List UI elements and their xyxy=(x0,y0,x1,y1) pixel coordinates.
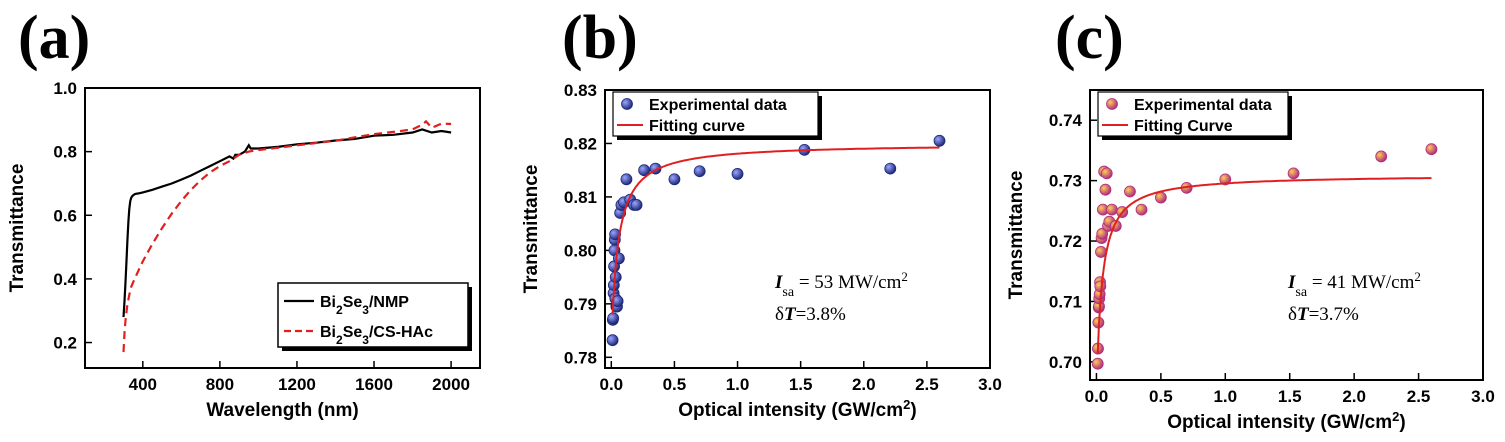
x-tick-label: 3.0 xyxy=(1471,387,1495,406)
x-tick-label: 800 xyxy=(206,375,234,394)
x-tick-label: 1.5 xyxy=(789,375,813,394)
data-point xyxy=(1219,173,1232,186)
data-point xyxy=(609,228,621,241)
data-point xyxy=(1425,143,1438,156)
legend-marker xyxy=(1106,98,1118,110)
chart-a: (a) 400 800 1200 1600 2000 0.2 0.4 0.6 0.8 1.0 Tran… xyxy=(7,4,481,421)
fitting-curve xyxy=(611,146,940,315)
panel-label: (a) xyxy=(18,4,90,72)
legend-entry: Experimental data xyxy=(1134,97,1272,114)
x-tick-label: 3.0 xyxy=(978,375,1002,394)
y-tick-label: 0.71 xyxy=(1049,292,1082,311)
data-point xyxy=(1287,167,1300,180)
x-tick-label: 400 xyxy=(129,375,157,394)
data-point xyxy=(1099,183,1112,196)
panel-label: (c) xyxy=(1055,4,1124,72)
data-point xyxy=(731,168,744,180)
plot-frame xyxy=(84,87,481,369)
legend-entry: Fitting curve xyxy=(649,118,745,135)
fitting-curve xyxy=(1096,177,1432,355)
legend-marker xyxy=(621,98,633,110)
panel-b: (b) 0.0 0.5 1.0 1.5 2.0 2.5 3.0 0.78 0.79 0.80 0.81… xyxy=(500,0,1005,442)
y-tick-label: 0.80 xyxy=(564,241,597,260)
data-point xyxy=(612,252,625,265)
x-tick-label: 2.5 xyxy=(915,375,939,394)
data-point xyxy=(1096,227,1109,240)
y-axis-label: Transmittance xyxy=(521,165,542,294)
y-tick-label: 0.6 xyxy=(53,206,77,225)
x-tick-label: 1.0 xyxy=(726,375,750,394)
legend-box xyxy=(1097,91,1289,137)
y-tick-label: 0.73 xyxy=(1049,172,1082,191)
y-tick-label: 0.8 xyxy=(53,143,77,162)
y-axis-label: Transmittance xyxy=(1006,171,1027,300)
y-tick-label: 1.0 xyxy=(53,79,77,98)
series-line-1 xyxy=(122,119,452,353)
data-point xyxy=(1375,150,1388,163)
x-axis-label: Optical intensity (GW/cm2) xyxy=(678,397,916,422)
x-tick-label: 1600 xyxy=(355,375,393,394)
annotation-delta-t: δT=3.8% xyxy=(775,304,846,325)
x-tick-label: 0.5 xyxy=(1149,387,1173,406)
annotation-delta-t: δT=3.7% xyxy=(1288,304,1359,325)
x-tick-label: 2000 xyxy=(432,375,470,394)
y-tick-label: 0.2 xyxy=(53,334,77,353)
y-tick-label: 0.83 xyxy=(564,81,597,100)
data-point xyxy=(1106,203,1118,216)
data-point xyxy=(1154,191,1167,204)
x-axis-label: Wavelength (nm) xyxy=(206,400,358,421)
chart-c: (c) 0.0 0.5 1.0 1.5 2.0 2.5 3.0 0.70 0.71 0.72 0.73… xyxy=(1006,4,1495,434)
data-point xyxy=(1094,280,1107,293)
panel-c: (c) 0.0 0.5 1.0 1.5 2.0 2.5 3.0 0.70 0.71 0.72 0.73… xyxy=(1005,0,1505,442)
data-point xyxy=(1135,203,1148,216)
x-tick-label: 0.5 xyxy=(663,375,687,394)
data-point xyxy=(611,295,624,308)
y-tick-label: 0.70 xyxy=(1049,353,1082,372)
data-point xyxy=(693,165,706,178)
y-axis-label: Transmittance xyxy=(7,164,28,293)
data-point xyxy=(1124,185,1136,198)
data-point xyxy=(638,164,651,177)
data-point xyxy=(884,162,897,175)
plot-frame xyxy=(1089,89,1484,381)
y-tick-label: 0.4 xyxy=(53,270,77,289)
legend-box xyxy=(612,91,819,137)
panel-a: (a) 400 800 1200 1600 2000 0.2 0.4 0.6 0.8 1.0 Tran… xyxy=(0,0,500,442)
x-tick-label: 1200 xyxy=(278,375,316,394)
legend-box xyxy=(277,282,469,348)
data-point xyxy=(607,312,620,325)
plot-frame xyxy=(604,89,991,369)
y-tick-label: 0.82 xyxy=(564,134,597,153)
data-point xyxy=(606,334,619,347)
x-tick-label: 0.0 xyxy=(599,375,623,394)
chart-b: (b) 0.0 0.5 1.0 1.5 2.0 2.5 3.0 0.78 0.79 0.80 0.81… xyxy=(521,4,1002,422)
legend-entry: Fitting Curve xyxy=(1134,118,1233,135)
y-tick-label: 0.79 xyxy=(564,295,597,314)
data-point xyxy=(1091,357,1104,370)
data-point xyxy=(1100,167,1113,180)
x-tick-label: 2.5 xyxy=(1407,387,1431,406)
annotation-isat: Isa = 53 MW/cm2 xyxy=(774,269,908,300)
legend-entry: Bi2Se3/NMP xyxy=(320,294,409,317)
annotation-isat: Isa = 41 MW/cm2 xyxy=(1287,269,1421,300)
y-tick-label: 0.81 xyxy=(564,188,597,207)
y-tick-label: 0.78 xyxy=(564,348,597,367)
x-tick-label: 0.0 xyxy=(1085,387,1109,406)
data-point xyxy=(933,134,946,147)
x-tick-label: 2.0 xyxy=(852,375,876,394)
legend-entry: Experimental data xyxy=(649,97,787,114)
x-tick-label: 1.5 xyxy=(1278,387,1302,406)
legend-entry: Bi2Se3/CS-HAc xyxy=(320,324,433,347)
y-tick-label: 0.74 xyxy=(1049,111,1083,130)
data-point xyxy=(668,173,681,186)
panel-label: (b) xyxy=(562,4,638,72)
data-point xyxy=(630,199,643,211)
x-tick-label: 2.0 xyxy=(1342,387,1366,406)
series-line-0 xyxy=(122,128,452,318)
x-axis-label: Optical intensity (GW/cm2) xyxy=(1167,409,1405,434)
x-tick-label: 1.0 xyxy=(1213,387,1237,406)
y-tick-label: 0.72 xyxy=(1049,232,1082,251)
data-point xyxy=(620,173,633,186)
